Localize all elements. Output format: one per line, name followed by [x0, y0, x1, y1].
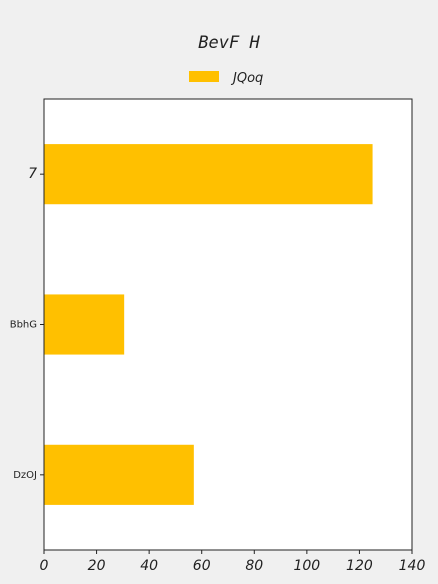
- x-tick-label: 140: [399, 558, 426, 574]
- legend-label: JQoq: [230, 71, 263, 86]
- bar-7: [44, 144, 373, 205]
- y-tick-label: 7: [28, 166, 37, 182]
- y-tick-label: BbhG: [10, 320, 37, 331]
- legend: JQoq: [189, 71, 263, 86]
- x-tick-label: 100: [293, 558, 320, 574]
- x-tick-label: 40: [140, 558, 158, 574]
- bar-bbhg: [44, 294, 125, 355]
- y-axis-ticks: 7 BbhG DzOJ: [10, 166, 44, 481]
- chart-title: BevF H: [198, 33, 260, 53]
- y-tick-label: DzOJ: [13, 470, 37, 481]
- bars: [44, 144, 373, 505]
- x-tick-label: 20: [88, 558, 106, 574]
- legend-swatch: [189, 71, 219, 82]
- x-tick-label: 80: [245, 558, 263, 574]
- bar-dzoj: [44, 444, 194, 505]
- x-axis-ticks: 0 20 40 60 80 100 120 140: [40, 550, 426, 574]
- x-tick-label: 120: [346, 558, 373, 574]
- x-tick-label: 60: [193, 558, 211, 574]
- x-tick-label: 0: [40, 558, 49, 574]
